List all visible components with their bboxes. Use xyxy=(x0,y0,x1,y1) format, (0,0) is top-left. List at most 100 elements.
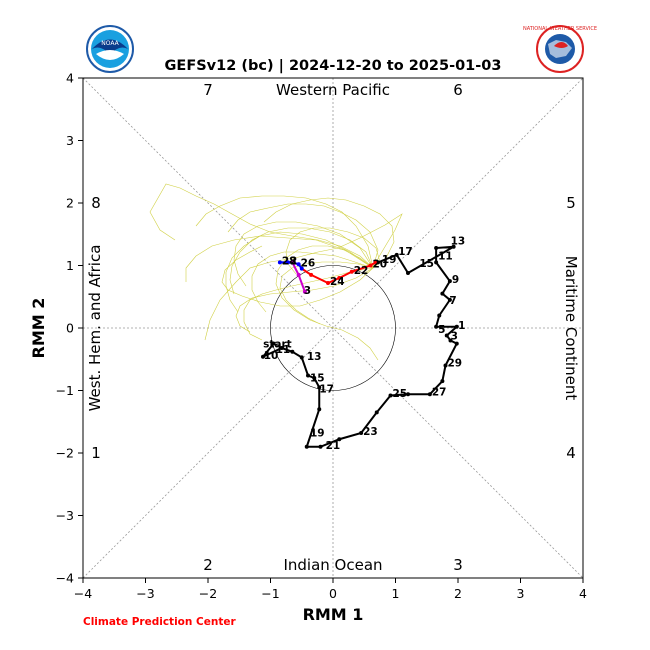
forecast-mean-segment xyxy=(291,261,300,276)
observed-point xyxy=(312,376,317,380)
x-axis-label: RMM 1 xyxy=(303,605,364,624)
region-label-right: Maritime Continent xyxy=(562,256,580,401)
forecast-mean-point xyxy=(277,260,282,265)
ensemble-member xyxy=(225,231,374,313)
observed-point xyxy=(317,385,322,390)
forecast-mean-point xyxy=(368,263,373,268)
phase-label-5: 5 xyxy=(566,194,576,212)
observed-day-label: 23 xyxy=(363,426,378,438)
y-axis: −4 −3 −2 −1 0 1 2 3 4 xyxy=(56,71,83,586)
observed-day-label: 25 xyxy=(393,388,408,400)
x-tick-label: 3 xyxy=(517,586,525,601)
observed-point xyxy=(434,246,439,250)
forecast-mean-point xyxy=(349,269,354,274)
y-tick-label: 0 xyxy=(66,321,74,336)
observed-point xyxy=(454,341,459,346)
region-label-left: West. Hem. and Africa xyxy=(86,245,104,412)
observed-day-label: 29 xyxy=(448,357,463,369)
observed-day-label: 13 xyxy=(451,235,466,247)
observed-point xyxy=(443,363,448,368)
ensemble-member xyxy=(263,197,395,269)
forecast-mean-point xyxy=(296,262,301,267)
x-tick-label: −4 xyxy=(74,586,92,601)
observed-track-line xyxy=(262,245,460,448)
observed-day-label: 1 xyxy=(458,320,465,332)
forecast-mean-point xyxy=(299,266,304,271)
observed-point xyxy=(406,392,410,397)
observed-point xyxy=(318,444,323,449)
forecast-day-label: 24 xyxy=(330,276,345,288)
observed-day-label: 3 xyxy=(451,330,458,342)
observed-point xyxy=(440,379,445,384)
observed-point xyxy=(448,338,453,343)
observed-point xyxy=(299,355,304,360)
x-tick-label: −3 xyxy=(136,586,154,601)
nws-logo: NATIONAL WEATHER SERVICE xyxy=(523,25,597,73)
ensemble-member xyxy=(279,261,374,325)
observed-point xyxy=(261,354,265,359)
x-tick-label: 1 xyxy=(392,586,400,601)
observed-point xyxy=(451,244,456,249)
y-tick-label: 3 xyxy=(66,133,74,148)
unit-circle xyxy=(270,265,396,391)
ensemble-member xyxy=(251,251,374,313)
y-tick-label: −1 xyxy=(56,383,74,398)
forecast-mean-labels: 20 22 24 26 282 3 xyxy=(282,255,387,296)
observed-day-label: 17 xyxy=(398,246,413,258)
observed-day-label: start xyxy=(263,339,292,351)
forecast-mean-segment xyxy=(327,277,340,284)
y-axis-label: RMM 2 xyxy=(29,298,48,359)
ensemble-member xyxy=(185,235,374,282)
observed-point xyxy=(304,444,309,449)
phase-label-8: 8 xyxy=(91,194,101,212)
observed-day-label: 5 xyxy=(438,324,445,336)
forecast-day-label: 26 xyxy=(301,257,316,269)
region-label-bottom: Indian Ocean xyxy=(283,556,382,574)
observed-day-label: 21 xyxy=(326,440,341,452)
ensemble-member xyxy=(227,203,379,269)
forecast-mean-segment xyxy=(351,264,371,273)
x-tick-label: 2 xyxy=(454,586,462,601)
ensemble-member xyxy=(275,245,379,361)
y-tick-label: 4 xyxy=(66,71,74,86)
chart-title: GEFSv12 (bc) | 2024-12-20 to 2025-01-03 xyxy=(165,58,502,74)
ensemble-member xyxy=(285,227,381,275)
ensemble-member xyxy=(243,267,374,341)
observed-day-label: 9 xyxy=(452,274,459,286)
x-tick-label: 0 xyxy=(329,586,337,601)
nws-logo-text: NATIONAL WEATHER SERVICE xyxy=(523,26,597,32)
noaa-logo-text: NOAA xyxy=(101,40,119,47)
observed-point xyxy=(440,291,445,296)
forecast-mean-points xyxy=(277,260,378,294)
x-axis: −4 −3 −2 −1 0 1 2 3 4 xyxy=(74,578,587,601)
observed-day-label: 7 xyxy=(449,295,456,307)
ensemble-member xyxy=(235,267,374,333)
ensemble-members xyxy=(149,183,403,361)
observed-point xyxy=(427,392,432,397)
observed-day-label: 11 xyxy=(438,250,453,262)
observed-point xyxy=(290,349,295,354)
observed-day-label: 19 xyxy=(382,254,397,266)
forecast-mean-point xyxy=(296,272,301,277)
observed-point xyxy=(359,431,364,435)
phase-label-6: 6 xyxy=(453,81,463,99)
observed-point xyxy=(444,333,449,338)
observed-day-label: 13 xyxy=(307,351,322,363)
phase-label-4: 4 xyxy=(566,444,576,462)
x-tick-label: −2 xyxy=(199,586,217,601)
forecast-day-label: 3 xyxy=(304,285,311,297)
phase-labels: 3 2 1 8 7 6 5 4 xyxy=(91,81,576,574)
region-label-top: Western Pacific xyxy=(276,81,390,99)
y-tick-label: −3 xyxy=(56,508,74,523)
observed-point xyxy=(447,297,452,302)
ensemble-member xyxy=(229,227,374,295)
phase-label-1: 1 xyxy=(91,444,101,462)
observed-day-label: 19 xyxy=(310,427,325,439)
y-tick-label: −4 xyxy=(56,571,74,586)
observed-track-points xyxy=(261,244,459,449)
ensemble-member xyxy=(204,213,403,341)
forecast-day-label: 28 xyxy=(282,255,297,267)
observed-point xyxy=(337,437,342,442)
